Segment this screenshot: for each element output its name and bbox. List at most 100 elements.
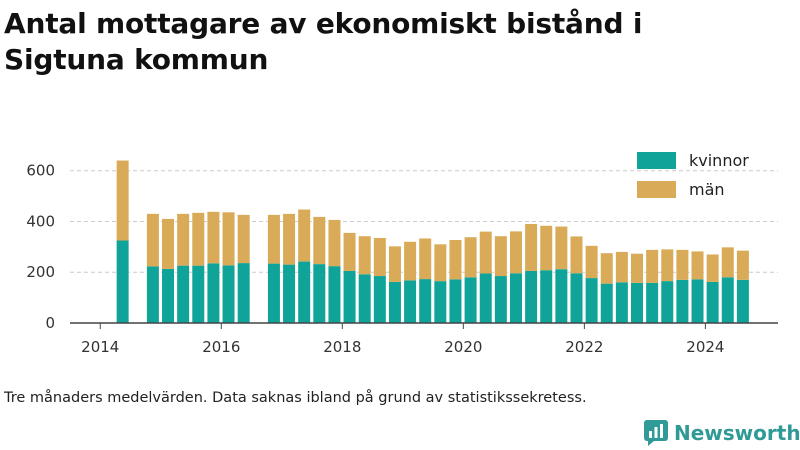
bar-man [373, 237, 386, 277]
bar-man [267, 214, 280, 264]
legend-swatch [637, 181, 676, 198]
bar-man [615, 251, 628, 283]
bar-man [419, 238, 432, 280]
bar-man [388, 246, 401, 282]
bar-kvinnor [116, 240, 129, 323]
bar-man [237, 214, 250, 264]
bar-man [525, 224, 538, 271]
bar-man [298, 209, 311, 262]
x-tick-label: 2018 [323, 338, 361, 356]
bar-man [434, 244, 447, 282]
legend-label: kvinnor [689, 151, 749, 170]
x-tick-label: 2020 [444, 338, 482, 356]
bar-kvinnor [676, 279, 689, 323]
bar-man [313, 216, 326, 265]
bar-kvinnor [721, 277, 734, 323]
bar-kvinnor [237, 263, 250, 323]
bar-kvinnor [736, 279, 749, 323]
x-tick-label: 2014 [81, 338, 119, 356]
bar-man [116, 160, 129, 241]
bar-kvinnor [222, 265, 235, 323]
bar-kvinnor [328, 266, 341, 323]
bar-kvinnor [434, 281, 447, 323]
bar-kvinnor [540, 270, 553, 323]
bar-kvinnor [388, 281, 401, 323]
bar-man [343, 232, 356, 271]
y-tick-label: 400 [26, 212, 55, 230]
bar-man [691, 251, 704, 280]
newsworthy-logo-icon [644, 420, 668, 446]
bar-kvinnor [585, 278, 598, 323]
bar-man [676, 249, 689, 280]
bar-man [479, 231, 492, 274]
bar-kvinnor [570, 273, 583, 323]
bar-kvinnor [449, 279, 462, 323]
bar-kvinnor [404, 280, 417, 323]
bar-kvinnor [661, 281, 674, 323]
y-tick-label: 200 [26, 263, 55, 281]
legend: kvinnor män [637, 151, 749, 199]
stacked-bar-chart: 0 200 400 600 2014 2016 2018 2020 2022 2024 kvinn… [26, 151, 778, 356]
y-tick-label: 0 [45, 314, 55, 332]
bar-kvinnor [600, 283, 613, 323]
bar-man [283, 213, 296, 265]
bar-kvinnor [146, 266, 159, 323]
bar-man [404, 241, 417, 281]
bar-man [328, 219, 341, 267]
bar-man [222, 212, 235, 266]
bar-kvinnor [267, 263, 280, 323]
bar-man [146, 213, 159, 267]
bar-man [449, 239, 462, 280]
legend-swatch [637, 152, 676, 169]
bar-man [631, 253, 644, 283]
bar-man [585, 245, 598, 279]
bar-man [177, 213, 190, 266]
bar-kvinnor [358, 274, 371, 323]
bar-man [162, 218, 175, 269]
bar-man [646, 249, 659, 283]
bar-kvinnor [373, 276, 386, 323]
bar-kvinnor [509, 273, 522, 323]
bar-man [509, 231, 522, 274]
axes: 0 200 400 600 2014 2016 2018 2020 2022 2024 [26, 162, 778, 356]
x-tick-label: 2022 [565, 338, 603, 356]
footnote: Tre månaders medelvärden. Data saknas ib… [4, 390, 587, 406]
bar-man [358, 236, 371, 275]
bar-kvinnor [283, 264, 296, 323]
bar-man [600, 253, 613, 284]
bar-man [661, 249, 674, 282]
bar-man [555, 226, 568, 270]
newsworthy-logo[interactable]: Newsworthy [644, 420, 800, 446]
bar-kvinnor [706, 281, 719, 323]
bar-kvinnor [646, 282, 659, 323]
bar-kvinnor [464, 277, 477, 323]
bar-man [494, 236, 507, 277]
bar-man [721, 247, 734, 278]
bar-kvinnor [494, 276, 507, 323]
bar-kvinnor [192, 265, 205, 323]
bar-kvinnor [555, 269, 568, 323]
bar-man [192, 212, 205, 266]
bar-kvinnor [691, 279, 704, 323]
brand-name: Newsworthy [674, 421, 800, 445]
bar-kvinnor [479, 273, 492, 323]
bar-kvinnor [631, 282, 644, 323]
x-tick-label: 2024 [686, 338, 724, 356]
bar-man [706, 254, 719, 282]
bar-kvinnor [298, 261, 311, 323]
bar-kvinnor [177, 265, 190, 323]
bar-man [736, 250, 749, 280]
bar-man [207, 211, 220, 264]
bar-kvinnor [343, 270, 356, 323]
bar-kvinnor [313, 264, 326, 323]
bar-kvinnor [615, 282, 628, 323]
bar-man [464, 237, 477, 278]
bar-kvinnor [207, 263, 220, 323]
bar-kvinnor [162, 268, 175, 323]
y-tick-label: 600 [26, 162, 55, 180]
bar-man [540, 225, 553, 271]
bars [116, 160, 749, 323]
x-tick-label: 2016 [202, 338, 240, 356]
bar-man [570, 236, 583, 274]
chart-title: Antal mottagare av ekonomiskt bistånd i … [4, 7, 643, 76]
